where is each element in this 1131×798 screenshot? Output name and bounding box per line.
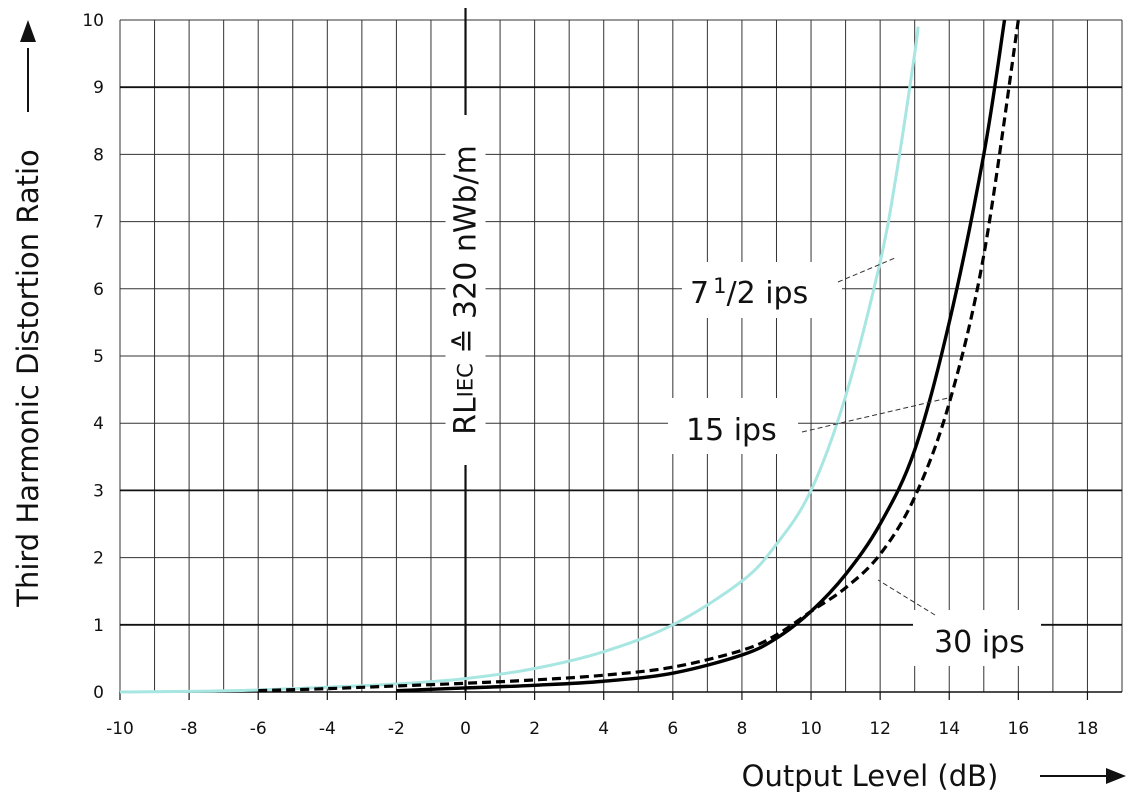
x-tick-label: 12 xyxy=(869,719,891,739)
series-label-3-leader xyxy=(877,579,936,616)
y-tick-label: 2 xyxy=(93,549,104,569)
y-tick-label: 5 xyxy=(93,347,104,367)
series-line-1 xyxy=(119,26,920,694)
y-tick-label: 8 xyxy=(93,145,104,165)
grid xyxy=(119,19,1123,700)
series-label-1-main: 7 xyxy=(690,276,709,311)
series-label-1-num: 1 xyxy=(713,274,726,298)
y-tick-label: 3 xyxy=(93,481,104,501)
series-label-1-rest: /2 ips xyxy=(726,276,808,311)
axis-titles: Output Level (dB) Third Harmonic Distort… xyxy=(11,20,1126,793)
series-line-3 xyxy=(258,19,1020,693)
x-tick-label: 10 xyxy=(800,719,822,739)
series-label-2-leader xyxy=(801,397,949,433)
x-tick-label: 0 xyxy=(460,719,471,739)
x-tick-label: -10 xyxy=(106,719,134,739)
reference-label-rest: ≙ 320 nWb/m xyxy=(448,145,483,363)
y-tick-label: 6 xyxy=(93,280,104,300)
reference-label: RLIEC ≙ 320 nWb/m xyxy=(448,145,483,435)
series-label-1-leader xyxy=(837,257,896,283)
series-lines xyxy=(119,19,1020,694)
reference-label-sub: IEC xyxy=(454,363,478,397)
series-label-3: 30 ips xyxy=(934,625,1025,660)
series-label-bg-1 xyxy=(682,262,842,318)
x-tick-label: -8 xyxy=(181,719,198,739)
x-tick-label: -6 xyxy=(250,719,267,739)
series-label-bg-2 xyxy=(668,398,798,454)
x-tick-label: -4 xyxy=(319,719,336,739)
reference-line-group: RLIEC ≙ 320 nWb/m xyxy=(445,8,486,692)
annotations: 7 1/2 ips 15 ips 30 ips xyxy=(668,257,1041,666)
series-label-bg-3 xyxy=(913,610,1041,666)
y-tick-label: 4 xyxy=(93,414,104,434)
reference-label-background xyxy=(445,115,486,465)
y-tick-label: 10 xyxy=(82,11,104,31)
x-axis-arrow xyxy=(1040,768,1126,784)
x-tick-label: 14 xyxy=(938,719,960,739)
y-tick-label: 9 xyxy=(93,78,104,98)
x-tick-label: 16 xyxy=(1008,719,1030,739)
x-tick-label: -2 xyxy=(388,719,405,739)
y-tick-label: 7 xyxy=(93,213,104,233)
x-tick-label: 2 xyxy=(529,719,540,739)
y-tick-label: 1 xyxy=(93,616,104,636)
series-label-1: 7 1/2 ips xyxy=(690,274,808,311)
y-tick-label: 0 xyxy=(93,683,104,703)
reference-label-main: RL xyxy=(448,397,483,435)
series-line-2 xyxy=(396,19,1007,693)
x-tick-label: 6 xyxy=(667,719,678,739)
y-axis-arrow xyxy=(20,20,36,112)
x-tick-label: 8 xyxy=(737,719,748,739)
series-label-2: 15 ips xyxy=(686,413,777,448)
y-axis-title: Third Harmonic Distortion Ratio xyxy=(11,149,45,608)
x-tick-label: 4 xyxy=(598,719,609,739)
x-axis-title: Output Level (dB) xyxy=(742,759,999,793)
x-tick-label: 18 xyxy=(1077,719,1099,739)
